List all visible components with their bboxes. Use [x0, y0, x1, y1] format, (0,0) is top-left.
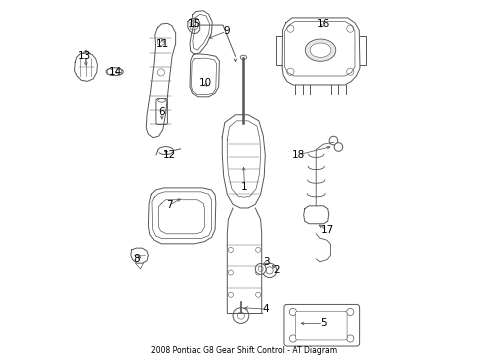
Text: 14: 14 — [108, 67, 122, 77]
Circle shape — [255, 270, 260, 275]
Circle shape — [233, 308, 248, 323]
Text: 2008 Pontiac G8 Gear Shift Control - AT Diagram: 2008 Pontiac G8 Gear Shift Control - AT … — [151, 346, 337, 355]
Circle shape — [328, 136, 337, 145]
Circle shape — [255, 247, 260, 252]
Text: 4: 4 — [262, 304, 269, 314]
Text: 17: 17 — [320, 225, 333, 235]
Circle shape — [157, 101, 164, 108]
Circle shape — [289, 309, 296, 316]
Circle shape — [286, 68, 293, 75]
Circle shape — [228, 247, 233, 252]
Text: 13: 13 — [78, 51, 91, 61]
Ellipse shape — [305, 39, 335, 61]
Circle shape — [228, 292, 233, 297]
Circle shape — [289, 335, 296, 342]
Circle shape — [346, 68, 353, 75]
FancyBboxPatch shape — [156, 99, 167, 125]
FancyBboxPatch shape — [295, 311, 346, 340]
Text: 7: 7 — [165, 200, 172, 210]
Text: 12: 12 — [162, 150, 176, 160]
Circle shape — [286, 25, 293, 32]
Circle shape — [237, 312, 244, 319]
Circle shape — [157, 39, 164, 45]
Circle shape — [255, 264, 265, 274]
Text: 15: 15 — [187, 19, 201, 29]
Circle shape — [228, 270, 233, 275]
Circle shape — [255, 292, 260, 297]
Circle shape — [346, 309, 353, 316]
Circle shape — [346, 335, 353, 342]
FancyBboxPatch shape — [284, 305, 359, 346]
Ellipse shape — [309, 43, 330, 57]
Text: 10: 10 — [198, 78, 211, 88]
Circle shape — [107, 69, 113, 75]
Text: 11: 11 — [155, 39, 168, 49]
Ellipse shape — [106, 68, 123, 76]
Text: 1: 1 — [241, 182, 247, 192]
Text: 2: 2 — [273, 265, 280, 275]
Circle shape — [116, 69, 122, 75]
Circle shape — [265, 267, 273, 274]
Circle shape — [333, 143, 342, 151]
Text: 6: 6 — [159, 107, 165, 117]
Circle shape — [157, 69, 164, 76]
Circle shape — [346, 25, 353, 32]
Circle shape — [262, 263, 276, 278]
Text: 3: 3 — [262, 257, 269, 267]
Ellipse shape — [240, 55, 246, 59]
Text: 8: 8 — [133, 254, 140, 264]
Text: 18: 18 — [291, 150, 305, 160]
Text: 5: 5 — [320, 319, 326, 328]
Ellipse shape — [158, 99, 165, 102]
Text: 9: 9 — [223, 26, 229, 36]
Circle shape — [258, 266, 263, 271]
Text: 16: 16 — [316, 19, 329, 29]
